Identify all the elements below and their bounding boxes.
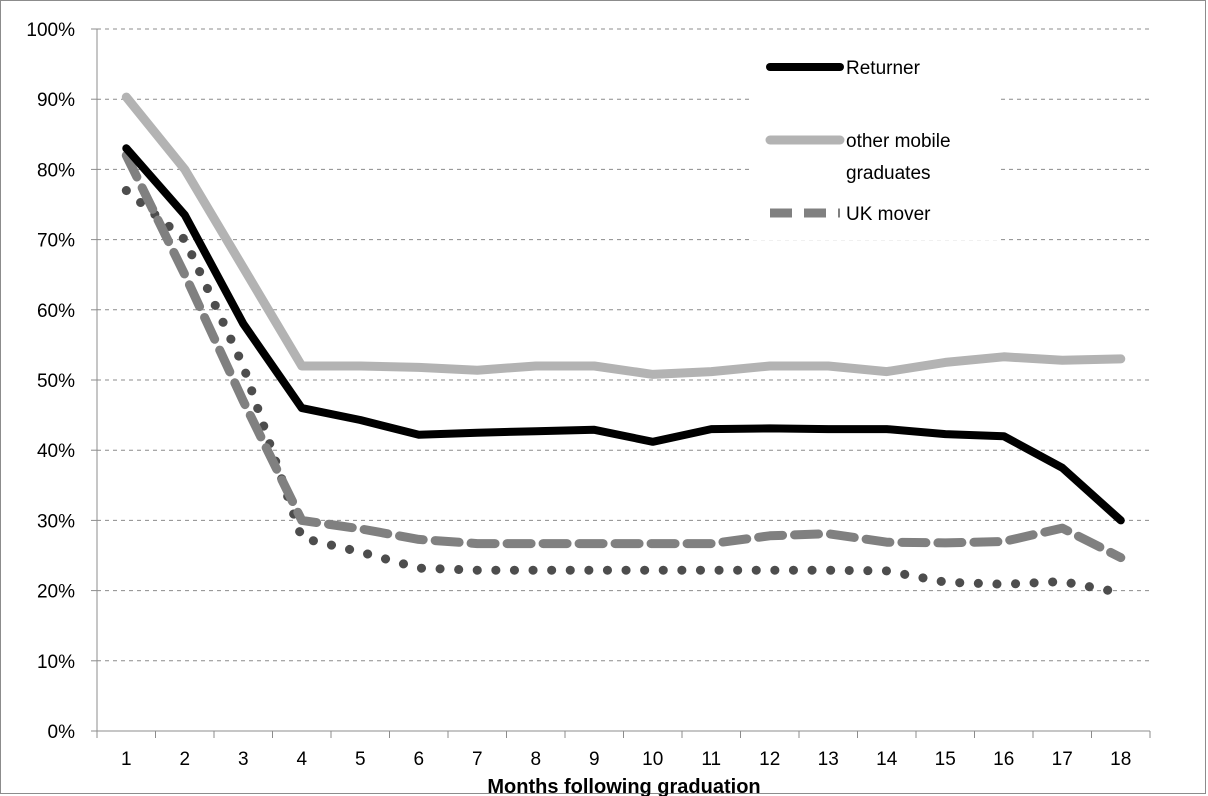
x-tick-label: 16 bbox=[993, 749, 1014, 770]
x-tick-label: 5 bbox=[355, 749, 366, 770]
x-tick-label: 12 bbox=[759, 749, 780, 770]
x-tick-label: 1 bbox=[121, 749, 132, 770]
x-tick-label: 15 bbox=[935, 749, 956, 770]
series-line-dotted bbox=[121, 186, 1126, 598]
x-tick-label: 3 bbox=[238, 749, 249, 770]
y-tick-label: 70% bbox=[37, 231, 75, 252]
x-tick-label: 17 bbox=[1052, 749, 1073, 770]
x-tick-label: 4 bbox=[296, 749, 307, 770]
series-line-returner bbox=[122, 144, 1125, 525]
legend: Returner other mobile graduates UK mover bbox=[752, 50, 998, 240]
x-tick-label: 8 bbox=[530, 749, 541, 770]
y-tick-label: 10% bbox=[37, 652, 75, 673]
x-tick-label: 10 bbox=[642, 749, 663, 770]
y-tick-label: 50% bbox=[37, 371, 75, 392]
x-tick-label: 6 bbox=[413, 749, 424, 770]
y-tick-label: 0% bbox=[48, 722, 76, 743]
series-lines bbox=[121, 92, 1126, 598]
legend-label: graduates bbox=[846, 163, 931, 184]
x-tick-label: 18 bbox=[1110, 749, 1131, 770]
x-tick-label: 7 bbox=[472, 749, 483, 770]
x-tick-label: 9 bbox=[589, 749, 600, 770]
x-tick-label: 14 bbox=[876, 749, 898, 770]
x-tick-label: 13 bbox=[818, 749, 839, 770]
y-tick-label: 40% bbox=[37, 441, 75, 462]
y-tick-label: 90% bbox=[37, 90, 75, 111]
axes: 0%10%20%30%40%50%60%70%80%90%100%1 2 3 4 5 6 7… bbox=[26, 20, 1151, 770]
x-axis-title: Months following graduation bbox=[487, 776, 760, 796]
y-tick-label: 20% bbox=[37, 582, 75, 603]
y-tick-label: 30% bbox=[37, 511, 75, 532]
x-tick-label: 2 bbox=[179, 749, 190, 770]
y-tick-label: 60% bbox=[37, 301, 75, 322]
legend-background bbox=[752, 50, 998, 240]
y-tick-label: 100% bbox=[26, 20, 75, 41]
series-line-other-mobile bbox=[121, 92, 1126, 379]
series-line-uk-mover bbox=[121, 150, 1126, 563]
legend-label: other mobile bbox=[846, 131, 951, 152]
x-tick-label: 11 bbox=[701, 749, 721, 770]
y-tick-label: 80% bbox=[37, 160, 75, 181]
legend-label: Returner bbox=[846, 58, 921, 79]
legend-label: UK mover bbox=[846, 204, 931, 225]
